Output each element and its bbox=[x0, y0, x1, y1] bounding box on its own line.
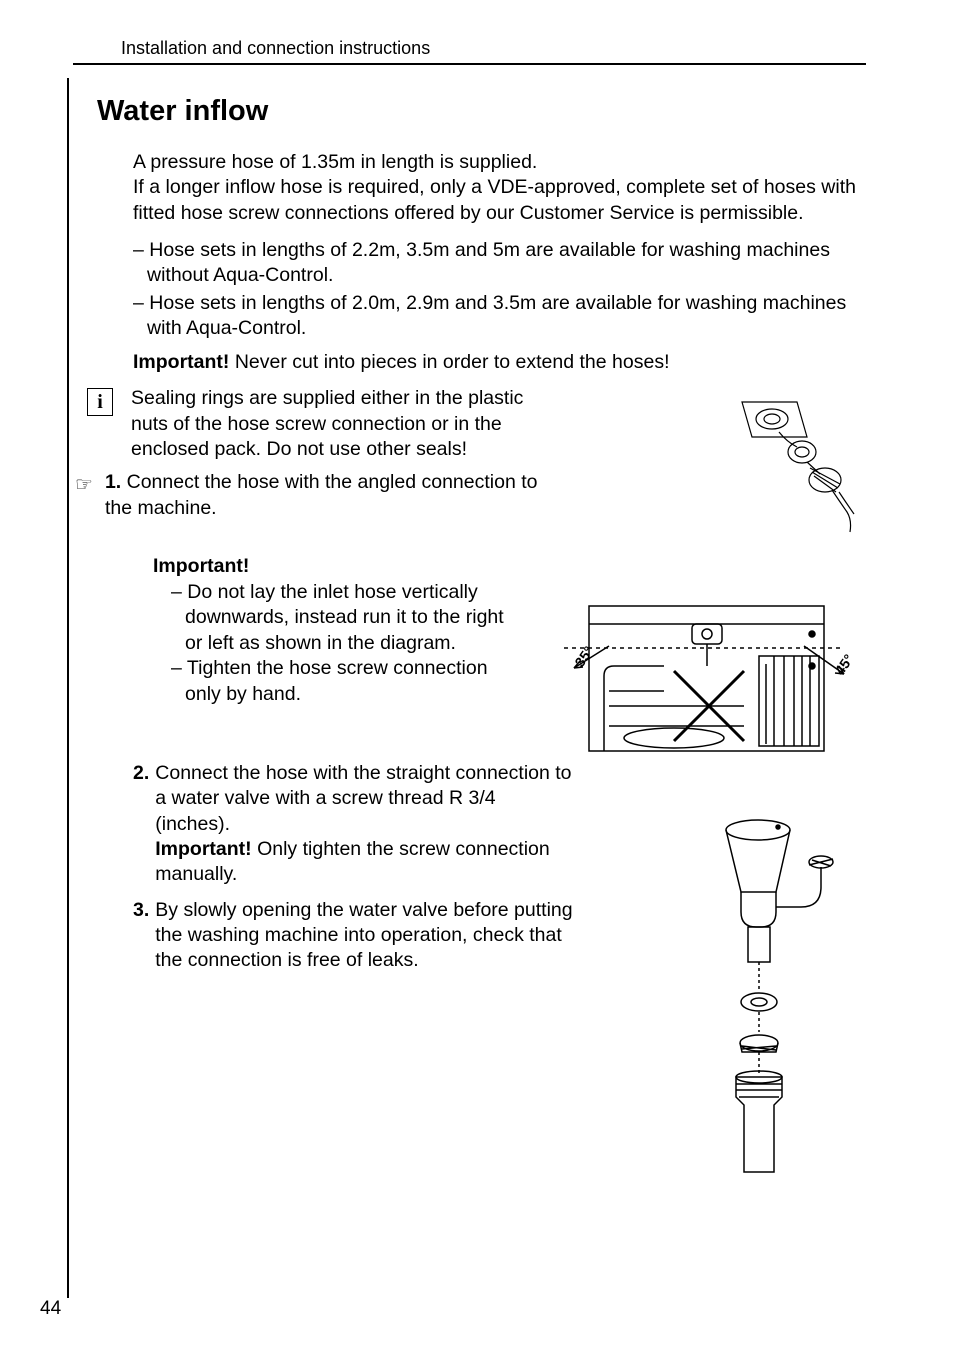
step-1-number: 1. bbox=[105, 471, 121, 493]
hose-bullets: Hose sets in lengths of 2.2m, 3.5m and 5… bbox=[133, 238, 866, 341]
step-3-text: By slowly opening the water valve before… bbox=[155, 898, 575, 974]
important-block-label: Important! bbox=[153, 555, 866, 578]
important-label: Important! bbox=[133, 351, 229, 373]
step-1-text: Connect the hose with the angled connect… bbox=[105, 471, 538, 518]
important-item: Tighten the hose screw connection only b… bbox=[153, 656, 513, 707]
important-never-cut: Important! Never cut into pieces in orde… bbox=[133, 351, 866, 374]
important-item: Do not lay the inlet hose vertically dow… bbox=[153, 580, 513, 656]
step-2-text: Connect the hose with the straight conne… bbox=[155, 761, 575, 888]
intro-line-1: A pressure hose of 1.35m in length is su… bbox=[133, 150, 866, 175]
step-3-number: 3. bbox=[133, 898, 149, 974]
page-vertical-rule bbox=[67, 78, 69, 1298]
info-icon: i bbox=[87, 388, 113, 416]
step-2-number: 2. bbox=[133, 761, 149, 888]
header-divider bbox=[73, 63, 866, 65]
section-title: Water inflow bbox=[97, 95, 866, 128]
intro-line-2: If a longer inflow hose is required, onl… bbox=[133, 175, 866, 226]
header-text: Installation and connection instructions bbox=[121, 38, 866, 59]
bullet-item: Hose sets in lengths of 2.2m, 3.5m and 5… bbox=[133, 238, 866, 289]
water-valve-diagram bbox=[706, 812, 836, 1182]
intro-block: A pressure hose of 1.35m in length is su… bbox=[133, 150, 866, 226]
step-1-content: 1. Connect the hose with the angled conn… bbox=[105, 470, 545, 521]
hose-angle-diagram: 35° 45° bbox=[544, 596, 864, 756]
pointer-hand-icon: ☞ bbox=[75, 472, 93, 497]
step-2-important-label: Important! bbox=[155, 838, 251, 860]
important-text: Never cut into pieces in order to extend… bbox=[229, 351, 669, 373]
bullet-item: Hose sets in lengths of 2.0m, 2.9m and 3… bbox=[133, 291, 866, 342]
info-note-text: Sealing rings are supplied either in the… bbox=[131, 386, 551, 462]
hose-connection-diagram bbox=[702, 392, 862, 547]
page-number: 44 bbox=[40, 1298, 61, 1320]
step-2-text-1: Connect the hose with the straight conne… bbox=[155, 762, 571, 835]
